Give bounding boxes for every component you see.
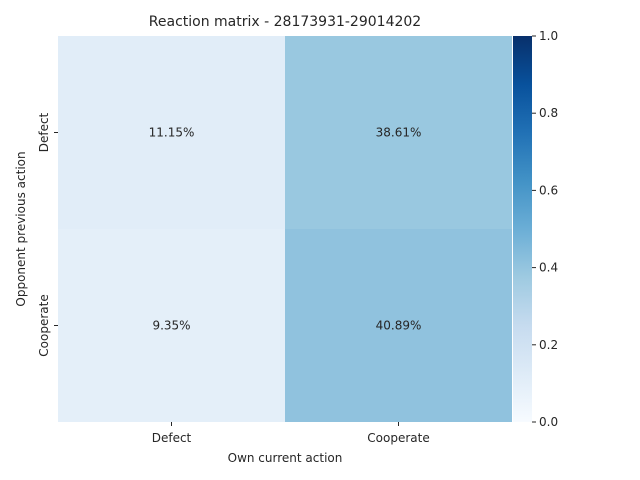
colorbar-tick-label: 1.0: [539, 29, 558, 43]
heatmap-cell: [58, 36, 285, 229]
colorbar-tick-label: 0.8: [539, 106, 558, 120]
heatmap-cell: [285, 36, 512, 229]
x-tick-label: Defect: [152, 431, 192, 445]
y-axis-label: Opponent previous action: [14, 151, 28, 306]
cell-value-label: 38.61%: [376, 126, 422, 140]
colorbar: [513, 36, 532, 422]
cell-value-label: 40.89%: [376, 319, 422, 333]
cell-value-label: 9.35%: [152, 319, 190, 333]
cell-value-label: 11.15%: [149, 126, 195, 140]
heatmap-cell: [285, 229, 512, 422]
colorbar-tick-label: 0.6: [539, 183, 558, 197]
y-tick-label: Cooperate: [37, 294, 51, 356]
chart-title: Reaction matrix - 28173931-29014202: [149, 14, 421, 30]
colorbar-tick-label: 0.4: [539, 261, 558, 275]
colorbar-tick-label: 0.0: [539, 415, 558, 429]
heatmap-cell-labels: 11.15% 38.61% 9.35% 40.89%: [149, 126, 422, 333]
heatmap-cell: [58, 229, 285, 422]
colorbar-tick-label: 0.2: [539, 338, 558, 352]
x-axis-ticks: Defect Cooperate: [152, 422, 430, 445]
y-tick-label: Defect: [37, 112, 51, 152]
x-tick-label: Cooperate: [367, 431, 429, 445]
colorbar-ticks: 0.0 0.2 0.4 0.6 0.8 1.0: [532, 29, 558, 429]
heatmap-cells: [58, 36, 512, 422]
y-axis-ticks: Defect Cooperate: [37, 112, 58, 357]
x-axis-label: Own current action: [228, 451, 343, 465]
